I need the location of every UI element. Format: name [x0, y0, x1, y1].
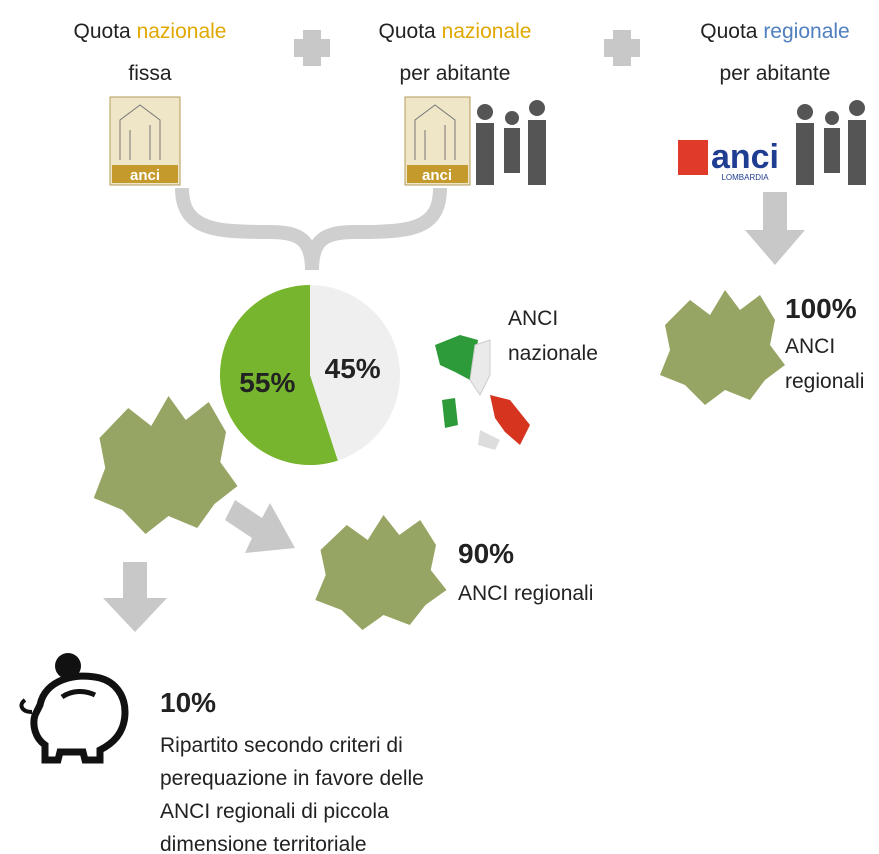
col-subtitle: fissa [128, 62, 172, 85]
label: nazionale [508, 342, 598, 365]
plus [604, 30, 640, 66]
label: ANCI regionali [458, 582, 593, 605]
highlight: nazionale [442, 20, 532, 43]
percent: 100% [785, 293, 857, 324]
col-title: Quota nazionale [74, 20, 227, 43]
people-icon [796, 100, 866, 185]
logo-text: anci [711, 138, 779, 176]
plus [294, 30, 330, 66]
logo-text: anci [422, 167, 452, 184]
text: ANCI regionali di piccola [160, 800, 389, 823]
percent: 10% [160, 687, 216, 718]
percent: 90% [458, 538, 514, 569]
label: ANCI [508, 307, 558, 330]
italy-map [435, 335, 530, 450]
label: regionali [785, 370, 864, 393]
anci-logo: anci [404, 96, 471, 186]
label: ANCI [785, 335, 835, 358]
col-subtitle: per abitante [720, 62, 831, 85]
coin [55, 653, 81, 679]
arrow [103, 562, 167, 632]
col-subtitle: per abitante [400, 62, 511, 85]
logo-text: LOMBARDIA [721, 173, 769, 182]
highlight: nazionale [137, 20, 227, 43]
piggy-bank [19, 672, 129, 764]
highlight: regionale [763, 20, 849, 43]
region-map [660, 290, 785, 405]
text: Quota [74, 20, 137, 43]
brace [175, 187, 447, 271]
text: Quota [379, 20, 442, 43]
pie: 45% 55% [220, 285, 401, 465]
pie-slice [310, 285, 401, 461]
arrow [225, 500, 295, 553]
people-icon [476, 100, 546, 185]
text: Ripartito secondo criteri di [160, 734, 403, 757]
logo-text: anci [130, 167, 160, 184]
region-map [93, 396, 238, 534]
text: Quota [700, 20, 763, 43]
col-title: Quota nazionale [379, 20, 532, 43]
pie-label: 55% [239, 367, 295, 398]
text: perequazione in favore delle [160, 767, 424, 790]
pie-slice [220, 285, 338, 465]
text: dimensione territoriale [160, 833, 367, 854]
region-map [315, 515, 447, 630]
anci-logo: anci [109, 96, 181, 186]
col-title: Quota regionale [700, 20, 849, 43]
arrow [745, 192, 805, 265]
pie-label: 45% [325, 353, 381, 384]
